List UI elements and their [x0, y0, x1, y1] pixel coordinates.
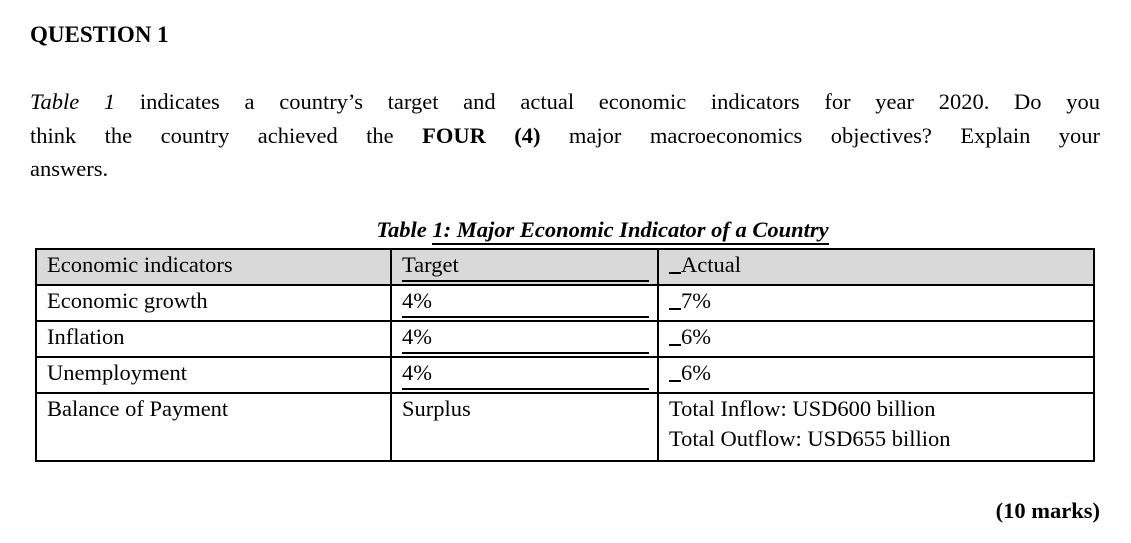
target-cell: 4% — [390, 319, 659, 358]
header-actual: Actual — [657, 247, 1095, 286]
header-target-label: Target — [402, 251, 649, 282]
target-cell: Surplus — [390, 391, 659, 462]
lead-underline — [669, 359, 681, 382]
actual-cell: Total Inflow: USD600 billion Total Outfl… — [657, 391, 1095, 462]
indicator-cell: Balance of Payment — [35, 391, 392, 462]
marks-label: (10 marks) — [995, 497, 1100, 523]
indicator-cell: Unemployment — [35, 355, 392, 394]
intro-line2-text: think the country achieved the — [30, 122, 423, 148]
lead-underline — [669, 251, 681, 274]
intro-line1-text: indicates a country’s target and actual … — [115, 89, 1100, 114]
target-cell: 4% — [390, 283, 659, 322]
four-objectives-bold: FOUR (4) — [422, 122, 541, 148]
table-row-balance-of-payment: Balance of Payment Surplus Total Inflow:… — [35, 391, 1095, 462]
target-cell: 4% — [390, 355, 659, 394]
table-row-inflation: Inflation 4% 6% — [35, 319, 1095, 358]
table-row-unemployment: Unemployment 4% 6% — [35, 355, 1095, 394]
actual-cell: 6% — [657, 319, 1095, 358]
intro-line2-tail: major macroeconomics objectives? Explain… — [540, 122, 1101, 148]
lead-underline — [669, 323, 681, 346]
caption-prefix: Table — [376, 216, 433, 242]
actual-cell: 6% — [657, 355, 1095, 394]
target-value: 4% — [402, 287, 649, 318]
question-text: Table 1 indicates a country’s target and… — [30, 85, 1100, 186]
economic-indicators-table: Economic indicators Target Actual Econom… — [35, 247, 1095, 462]
question-heading: QUESTION 1 — [30, 22, 169, 47]
header-economic-indicators: Economic indicators — [35, 247, 392, 286]
table-reference-italic: Table 1 — [30, 89, 116, 114]
table-header-row: Economic indicators Target Actual — [35, 247, 1095, 286]
actual-value: 7% — [681, 287, 711, 313]
actual-value: 6% — [681, 359, 711, 385]
document-page: QUESTION 1 Table 1 indicates a country’s… — [30, 22, 1100, 523]
actual-inflow-line: Total Inflow: USD600 billion — [669, 395, 936, 421]
header-target: Target — [390, 247, 659, 286]
target-value: 4% — [402, 359, 649, 390]
target-value: Surplus — [402, 395, 471, 421]
actual-value: 6% — [681, 323, 711, 349]
indicator-cell: Inflation — [35, 319, 392, 358]
lead-underline — [669, 287, 681, 310]
actual-outflow-line: Total Outflow: USD655 billion — [669, 425, 951, 451]
table-caption: Table 1: Major Economic Indicator of a C… — [105, 216, 1100, 245]
table-row-economic-growth: Economic growth 4% 7% — [35, 283, 1095, 322]
target-value: 4% — [402, 323, 649, 354]
actual-cell: 7% — [657, 283, 1095, 322]
header-actual-label: Actual — [681, 251, 741, 277]
caption-underlined: 1: Major Economic Indicator of a Country — [432, 216, 829, 245]
intro-line3-text: answers. — [30, 156, 109, 181]
indicator-cell: Economic growth — [35, 283, 392, 322]
